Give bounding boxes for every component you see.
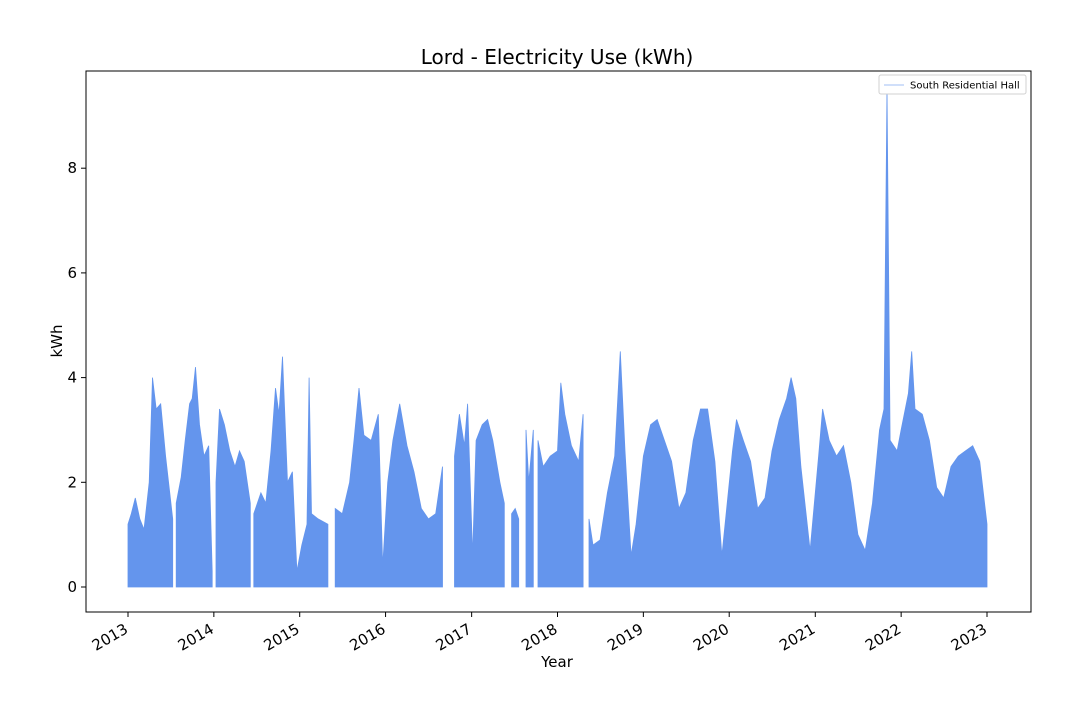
legend-entry-south-residential-hall: South Residential Hall — [910, 81, 1020, 92]
series-segment — [537, 382, 584, 588]
series-segment — [511, 507, 520, 588]
series-segment — [525, 429, 534, 588]
y-axis-label: kWh — [48, 324, 66, 357]
chart-title: Lord - Electricity Use (kWh) — [421, 45, 694, 69]
y-tick-label: 0 — [67, 578, 77, 596]
y-tick-label: 8 — [67, 159, 77, 177]
series-segment — [175, 367, 213, 588]
series-segment — [334, 388, 443, 588]
series-segment — [454, 403, 505, 588]
plot-frame — [85, 70, 1032, 613]
series-segment — [588, 89, 988, 588]
series-segment — [215, 408, 251, 588]
y-tick-label: 6 — [67, 264, 77, 282]
x-axis-label: Year — [540, 653, 574, 671]
y-tick-label: 2 — [67, 473, 77, 491]
y-axis: 0 2 4 6 8 — [67, 159, 86, 596]
series-segment — [127, 377, 174, 588]
y-tick-label: 4 — [67, 369, 77, 387]
legend: South Residential Hall — [878, 74, 1027, 95]
series-segment — [253, 356, 329, 588]
legend-frame — [878, 74, 1027, 95]
series-layer — [127, 89, 988, 588]
